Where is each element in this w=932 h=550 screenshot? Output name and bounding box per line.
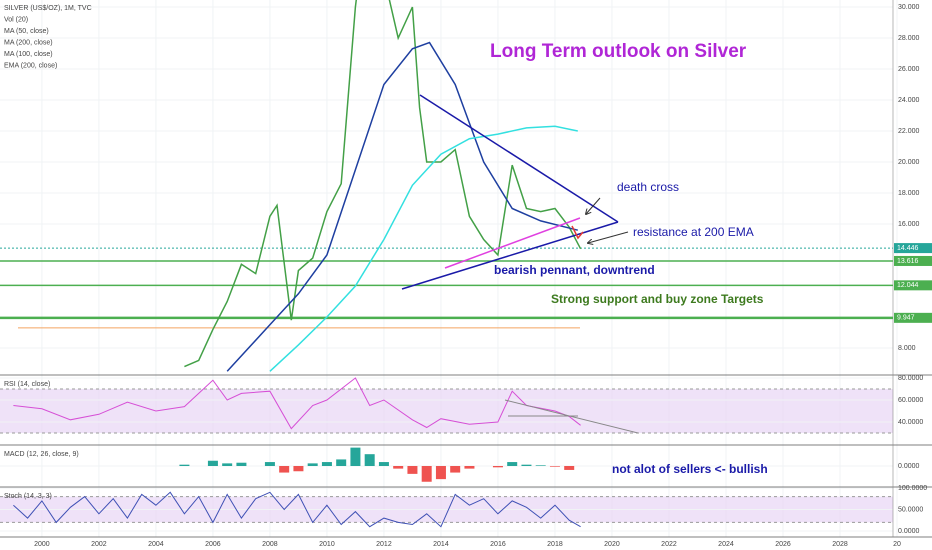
y-tick-label: 60.0000	[898, 397, 923, 404]
x-tick-label: 2018	[547, 541, 563, 548]
price-tag	[894, 312, 932, 323]
bar	[264, 462, 275, 466]
study-label: EMA (200, close)	[4, 62, 57, 69]
bar	[307, 463, 318, 466]
trend-line	[444, 217, 581, 269]
study-label: SILVER (US$/OZ), 1M, TVC	[4, 5, 92, 12]
panel-label: MACD (12, 26, close, 9)	[4, 451, 79, 458]
x-tick-label: 2000	[34, 541, 50, 548]
bar	[421, 466, 432, 482]
band	[0, 388, 893, 434]
annotation: Strong support and buy zone Targets	[551, 292, 764, 306]
y-tick-label: 0.0000	[898, 528, 920, 535]
bar	[435, 466, 446, 480]
bar	[564, 466, 575, 470]
panel-label: Stoch (14, 3, 3)	[4, 493, 52, 500]
y-tick-label: 28.000	[898, 35, 920, 42]
y-tick-label: 100.0000	[898, 485, 927, 492]
bar	[179, 464, 190, 466]
y-tick-label: 18.000	[898, 190, 920, 197]
study-label: Vol (20)	[4, 16, 28, 23]
bar	[393, 466, 404, 469]
bar	[507, 462, 518, 466]
bar	[521, 464, 532, 466]
y-tick-label: 20.000	[898, 159, 920, 166]
y-tick-label: 22.000	[898, 128, 920, 135]
bar	[222, 463, 233, 466]
x-tick-label: 2002	[91, 541, 107, 548]
x-tick-label: 2020	[604, 541, 620, 548]
study-label: MA (50, close)	[4, 28, 49, 35]
bar	[492, 466, 503, 468]
bar	[279, 466, 290, 473]
study-label: MA (200, close)	[4, 39, 53, 46]
x-tick-label: 2028	[832, 541, 848, 548]
pennant-line	[419, 94, 619, 223]
x-tick-label: 2014	[433, 541, 449, 548]
bar	[336, 459, 347, 466]
x-tick-label: 2026	[775, 541, 791, 548]
y-tick-label: 24.000	[898, 97, 920, 104]
price-tag	[894, 243, 932, 254]
x-tick-label: 2010	[319, 541, 335, 548]
y-tick-label: 50.0000	[898, 506, 923, 513]
bar	[549, 466, 560, 467]
annotation: resistance at 200 EMA	[633, 225, 754, 239]
x-tick-label: 2022	[661, 541, 677, 548]
x-tick-label: 2024	[718, 541, 734, 548]
y-tick-label: 16.000	[898, 221, 920, 228]
y-tick-label: 30.000	[898, 4, 920, 11]
annotation: bearish pennant, downtrend	[494, 263, 655, 277]
bar	[407, 466, 418, 474]
x-tick-label: 2012	[376, 541, 392, 548]
drawings	[401, 94, 639, 434]
x-tick-label: 2008	[262, 541, 278, 548]
price-tag	[894, 280, 932, 291]
bar	[236, 462, 247, 466]
bar	[321, 462, 332, 466]
x-tick-label: 2004	[148, 541, 164, 548]
bar	[464, 466, 475, 469]
price-tag-label: 9.947	[897, 315, 915, 322]
pennant-line	[401, 221, 619, 290]
series-line	[13, 377, 581, 430]
bar	[535, 465, 546, 466]
price-tag-label: 13.616	[897, 258, 919, 265]
price-tag-label: 12.044	[897, 282, 919, 289]
chart-title: Long Term outlook on Silver	[490, 41, 747, 62]
series-line	[13, 491, 581, 528]
annotation: death cross	[617, 180, 679, 194]
y-tick-label: 40.0000	[898, 419, 923, 426]
bar	[207, 460, 218, 466]
arrow	[586, 197, 601, 214]
price-tag-label: 14.446	[897, 245, 919, 252]
bar	[364, 454, 375, 466]
bar	[293, 466, 304, 472]
arrow	[588, 231, 629, 243]
price-tag	[894, 255, 932, 266]
y-tick-label: 80.0000	[898, 375, 923, 382]
y-tick-label: 26.000	[898, 66, 920, 73]
bar	[378, 462, 389, 466]
x-tick-label: 2016	[490, 541, 506, 548]
x-tick-label: 20	[893, 541, 901, 548]
series-line	[269, 125, 578, 372]
annotation: not alot of sellers <- bullish	[612, 462, 768, 476]
arrow	[571, 225, 584, 240]
y-tick-label: 0.0000	[898, 463, 920, 470]
study-label: MA (100, close)	[4, 51, 53, 58]
bar	[350, 447, 361, 466]
panel-label: RSI (14, close)	[4, 381, 50, 388]
y-tick-label: 8.000	[898, 345, 916, 352]
series-line	[226, 41, 578, 372]
bar	[450, 466, 461, 473]
series-line	[184, 0, 582, 368]
x-tick-label: 2006	[205, 541, 221, 548]
